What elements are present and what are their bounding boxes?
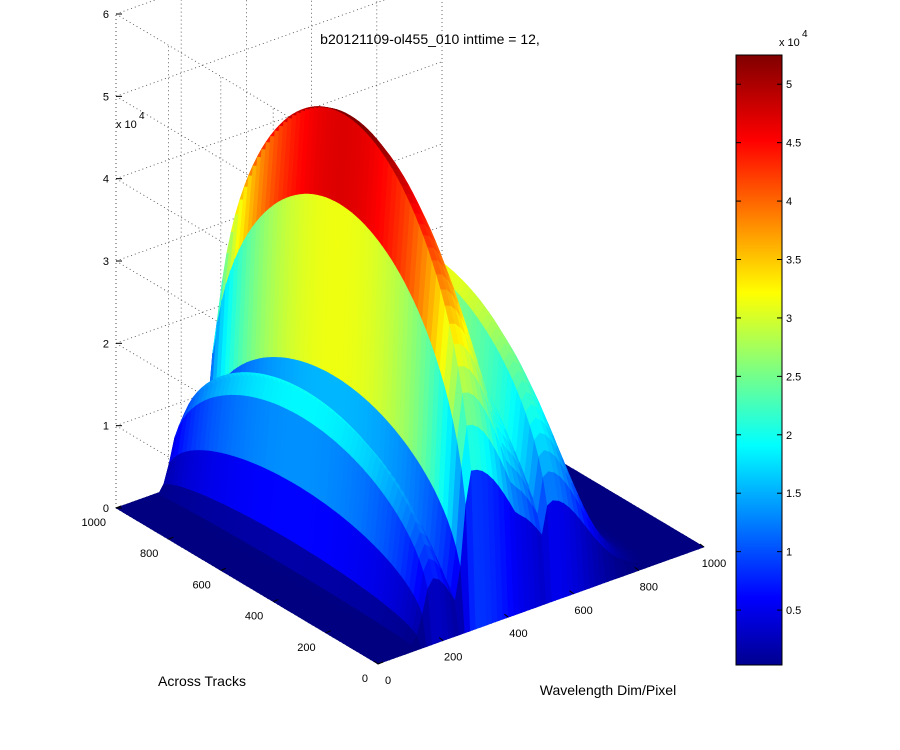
x-tick-mark	[438, 637, 444, 641]
x-tick-label: 1000	[702, 558, 726, 570]
x-tick-mark	[504, 613, 509, 618]
y-tick-mark	[273, 599, 279, 603]
x-tick-mark	[569, 590, 574, 595]
colorbar-tick-label: 5	[786, 79, 792, 91]
y-tick-label: 200	[297, 642, 315, 654]
x-tick-label: 200	[444, 652, 462, 664]
colorbar-tick-label: 4.5	[786, 138, 801, 150]
colorbar-tick-label: 4	[786, 196, 792, 208]
grid-line	[115, 13, 379, 171]
colorbar: x 10 4 0.5 1 1.5 2 2.5 3 3.5 4 4.5 5	[735, 29, 808, 666]
x-tick-label: 800	[640, 581, 658, 593]
z-tick-label: 5	[103, 91, 109, 103]
z-tick-label: 4	[103, 174, 109, 186]
colorbar-tick-label: 2.5	[786, 371, 801, 383]
x-tick-label: 0	[385, 675, 391, 687]
y-tick-label: 0	[362, 673, 368, 685]
x-tick-label: 400	[509, 628, 527, 640]
grid-line	[115, 0, 157, 15]
surface-plot	[115, 106, 705, 665]
z-tick-label: 0	[103, 503, 109, 515]
surface-cell	[693, 544, 705, 550]
colorbar-exponent: 4	[802, 29, 808, 40]
colorbar-gradient	[735, 54, 783, 666]
colorbar-tick-label: 1.5	[786, 488, 801, 500]
y-tick-mark	[220, 567, 226, 571]
y-tick-label: 1000	[82, 517, 106, 529]
grid-line	[115, 61, 443, 180]
grid-line	[115, 95, 379, 253]
x-tick-mark	[699, 543, 705, 548]
z-tick-label: 3	[103, 256, 109, 268]
grid-line	[115, 0, 386, 97]
colorbar-tick-label: 3.5	[786, 255, 801, 267]
x-axis-label: Wavelength Dim/Pixel	[540, 682, 676, 698]
chart-title: b20121109-ol455_010 inttime = 12,	[320, 31, 540, 47]
colorbar-tick-label: 2	[786, 430, 792, 442]
colorbar-multiplier: x 10	[779, 37, 800, 49]
y-tick-mark	[377, 661, 384, 665]
y-tick-mark	[325, 630, 331, 634]
colorbar-tick-label: 0.5	[786, 605, 801, 617]
y-tick-label: 600	[192, 579, 210, 591]
y-tick-label: 400	[245, 611, 263, 623]
z-multiplier: x 10	[116, 119, 137, 131]
z-tick-label: 6	[103, 9, 109, 21]
colorbar-tick-label: 3	[786, 313, 792, 325]
colorbar-ticks: 0.5 1 1.5 2 2.5 3 3.5 4 4.5 5	[736, 79, 801, 617]
x-tick-mark	[373, 660, 379, 665]
y-tick-label: 800	[140, 548, 158, 560]
z-tick-label: 2	[103, 338, 109, 350]
z-exponent: 4	[139, 111, 145, 122]
colorbar-tick-label: 1	[786, 547, 792, 559]
y-axis-label: Across Tracks	[158, 673, 246, 689]
x-tick-mark	[634, 567, 640, 571]
axis-ticks: 0 200 400 600 800 1000 0 200 400 600 800 1000 0 1 2 3 4 5…	[82, 9, 727, 687]
y-tick-mark	[168, 536, 174, 540]
z-tick-label: 1	[103, 421, 109, 433]
x-tick-label: 600	[574, 605, 592, 617]
